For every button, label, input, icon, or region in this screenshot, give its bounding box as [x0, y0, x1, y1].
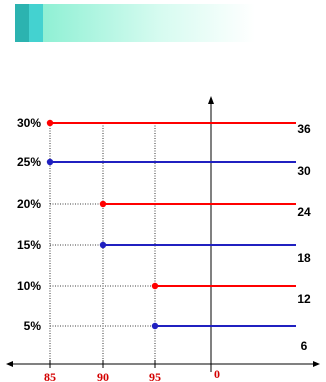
x-axis-arrow-right: [313, 361, 320, 367]
right-label: 24: [297, 205, 311, 219]
y-tick-label: 15%: [17, 238, 41, 252]
blue-point: [151, 322, 159, 330]
right-label: 6: [301, 339, 308, 353]
segments-group: [46, 119, 296, 330]
x-axis-arrow-left: [6, 361, 13, 367]
axes-group: [6, 96, 320, 372]
x-tick-label: 95: [149, 370, 161, 382]
y-tick-label: 25%: [17, 155, 41, 169]
right-label: 12: [297, 292, 311, 306]
y-axis-arrow-up: [208, 96, 214, 104]
y-tick-label: 10%: [17, 279, 41, 293]
x-tick-label: 0: [214, 367, 220, 381]
x-tick-label: 85: [44, 370, 56, 382]
red-point: [151, 282, 159, 290]
title-banner: [15, 4, 255, 42]
y-tick-label: 5%: [24, 319, 42, 333]
blue-point: [99, 241, 107, 249]
y-tick-label: 30%: [17, 116, 41, 130]
banner-gradient: [43, 4, 255, 42]
right-labels: 6 12 18 24 30 36: [297, 122, 311, 353]
banner-block-dark: [15, 4, 29, 42]
right-label: 30: [297, 164, 311, 178]
y-tick-label: 20%: [17, 197, 41, 211]
red-point: [46, 119, 54, 127]
x-tick-labels: 85 90 95 0: [44, 367, 220, 382]
blue-point: [46, 158, 54, 166]
y-tick-labels: 5% 10% 15% 20% 25% 30%: [17, 116, 41, 333]
right-label: 18: [297, 251, 311, 265]
banner-block-mid: [29, 4, 43, 42]
x-tick-label: 90: [97, 370, 109, 382]
red-point: [99, 200, 107, 208]
right-label: 36: [297, 122, 311, 136]
